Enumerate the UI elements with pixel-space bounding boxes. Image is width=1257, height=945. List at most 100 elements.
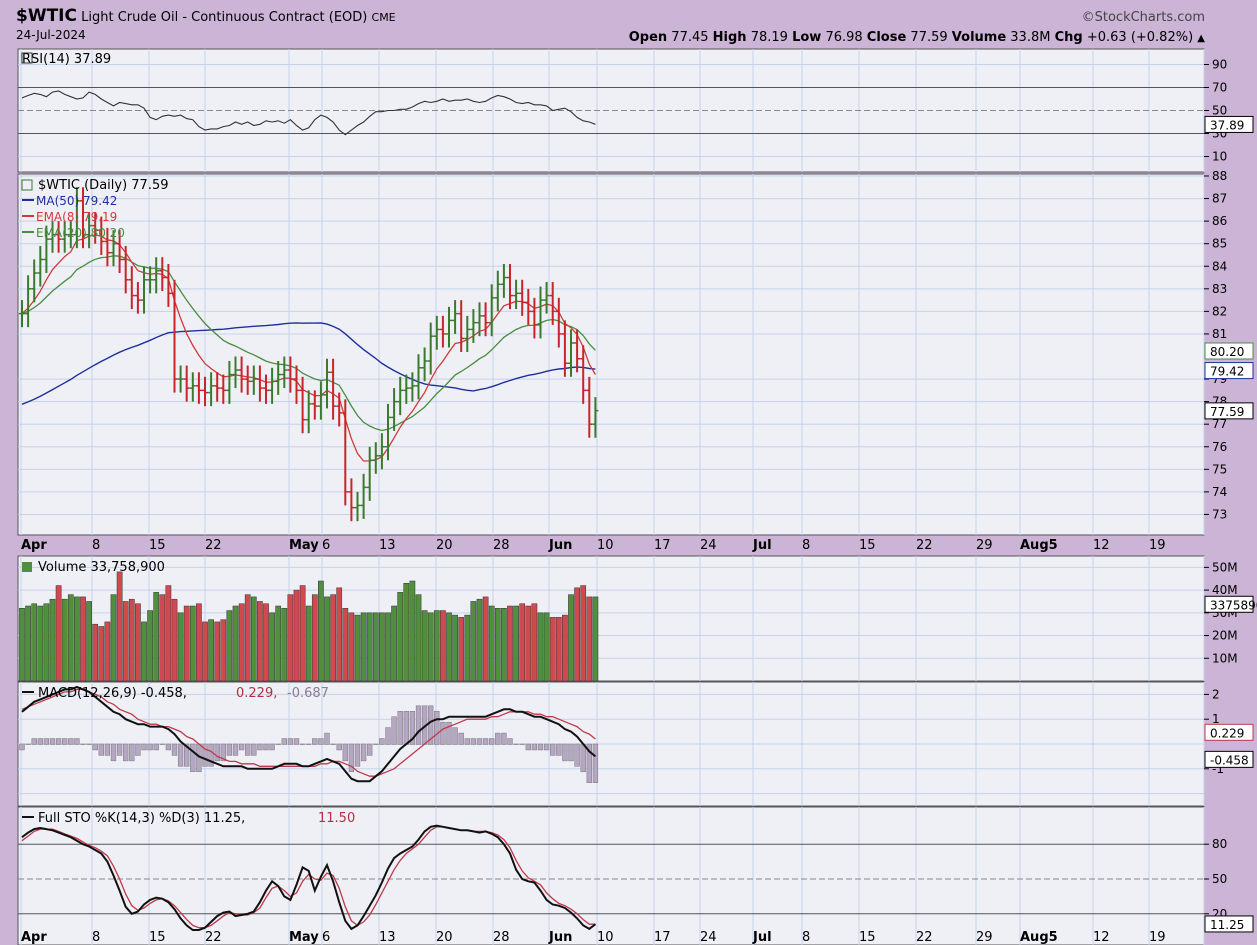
macd-hist-bar xyxy=(312,738,318,745)
volume-bar xyxy=(208,619,214,682)
macd-hist-bar xyxy=(123,743,129,762)
macd-hist-bar xyxy=(263,743,269,751)
volume-tag-box xyxy=(1204,595,1254,613)
macd-y-tick-label: 2 xyxy=(1212,687,1220,701)
macd-hist-bar xyxy=(177,743,184,767)
volume-bar xyxy=(171,598,178,682)
rsi-label: RSI(14) 37.89 xyxy=(22,52,111,67)
volume-bar xyxy=(202,621,208,682)
panel-vol xyxy=(17,555,1205,682)
macd-hist-bar xyxy=(214,743,220,762)
volume-bar xyxy=(165,585,172,682)
volume-bar xyxy=(360,612,367,682)
macd-hist-bar xyxy=(476,738,483,745)
volume-bar xyxy=(110,594,117,682)
volume-bar xyxy=(555,617,562,682)
volume-bar xyxy=(440,610,446,682)
volume-bar xyxy=(397,592,404,682)
price-y-tick-label: 76 xyxy=(1212,440,1227,454)
macd-hist-bar xyxy=(37,738,43,745)
macd-hist-bar xyxy=(574,743,580,767)
x-tick-label: 22 xyxy=(205,538,222,553)
ma50-line xyxy=(21,322,596,405)
panel-sto xyxy=(17,806,1205,945)
volume-bar xyxy=(19,608,25,682)
volume-bar xyxy=(427,612,434,682)
volume-bar xyxy=(549,617,556,682)
volume-bar xyxy=(458,617,465,682)
volume-bar xyxy=(189,605,196,682)
volume-bar xyxy=(61,598,68,682)
rsi-line xyxy=(21,90,596,136)
volume-bar xyxy=(421,610,428,682)
volume-bar xyxy=(263,603,269,682)
price-y-tick-label: 77 xyxy=(1212,417,1227,431)
macd-hist-bar xyxy=(367,743,373,756)
x-tick-label: Jul xyxy=(752,538,772,553)
volume-bar xyxy=(580,585,587,682)
volume-label: Volume xyxy=(951,30,1007,45)
volume-bar xyxy=(568,594,574,682)
macd-hist-bar xyxy=(257,743,263,751)
ma50-tag-box xyxy=(1204,362,1254,380)
volume-bar xyxy=(153,592,160,682)
macd-hist-bar xyxy=(269,743,275,751)
macd-hist-bar xyxy=(354,743,361,767)
price-y-tick-label: 86 xyxy=(1212,214,1227,228)
macd-hist-bar xyxy=(220,743,226,762)
macd-hist-bar xyxy=(31,738,37,745)
volume-bar xyxy=(366,612,373,682)
volume-bar xyxy=(562,614,568,682)
sto-y-tick-label: 50 xyxy=(1212,872,1227,886)
volume-bar xyxy=(122,601,129,682)
x-tick-label: 12 xyxy=(1093,538,1110,553)
volume-bar xyxy=(141,621,147,682)
macd-hist-bar xyxy=(507,738,513,745)
x-tick-label: 19 xyxy=(1149,930,1166,945)
macd-hist-bar xyxy=(336,743,342,751)
sto-label: Full STO %K(14,3) %D(3) 11.25, xyxy=(38,811,245,826)
low-value: 76.98 xyxy=(825,30,863,45)
macd-hist-bar xyxy=(348,743,355,773)
quote-line: Open 77.45 High 78.19 Low 76.98 Close 77… xyxy=(629,30,1205,45)
price-y-tick-label: 85 xyxy=(1212,237,1227,251)
x-tick-label: Aug5 xyxy=(1020,930,1058,945)
macd-hist-bar xyxy=(19,743,25,751)
volume-bar xyxy=(330,594,336,682)
sto-tag: 11.25 xyxy=(1210,918,1244,932)
volume-bar xyxy=(196,603,202,682)
symbol: $WTIC xyxy=(16,6,77,26)
volume-bar xyxy=(452,614,458,682)
macd-hist-bar xyxy=(391,716,397,745)
sto-y-tick-label: 80 xyxy=(1212,837,1227,851)
volume-bar xyxy=(488,605,495,682)
x-tick-label: 6 xyxy=(322,538,330,553)
macd-hist-bar xyxy=(592,743,599,783)
ema20-legend: EMA(20) 80.20 xyxy=(36,226,125,240)
macd-hist-bar xyxy=(470,738,477,745)
volume-bar xyxy=(281,608,288,682)
macd-hist-bar xyxy=(251,743,257,756)
volume-bar xyxy=(43,603,50,682)
macd-hist-bar xyxy=(208,743,214,767)
x-tick-label: 8 xyxy=(92,930,100,945)
macd-y-tick-label: 1 xyxy=(1212,712,1220,726)
price-y-tick-label: 83 xyxy=(1212,282,1227,296)
rsi-tag-box xyxy=(1204,115,1254,133)
volume-bar xyxy=(287,594,294,682)
volume-bar xyxy=(49,598,56,682)
x-tick-label: 15 xyxy=(859,930,876,945)
rsi-y-tick-label: 50 xyxy=(1212,104,1227,118)
x-tick-label: 15 xyxy=(149,930,166,945)
x-tick-label: 22 xyxy=(916,538,933,553)
macd-hist-bar xyxy=(403,711,409,745)
macd-hist-bar xyxy=(562,743,568,762)
volume-bar xyxy=(543,612,550,682)
vol-y-tick-label: 20M xyxy=(1212,629,1238,643)
price-y-tick-label: 84 xyxy=(1212,259,1227,273)
volume-bar xyxy=(305,605,312,682)
volume-bar xyxy=(336,587,343,682)
x-tick-label: Jun xyxy=(548,538,572,553)
macd-signal-value: 0.229, xyxy=(236,686,277,701)
volume-bar xyxy=(232,605,239,682)
